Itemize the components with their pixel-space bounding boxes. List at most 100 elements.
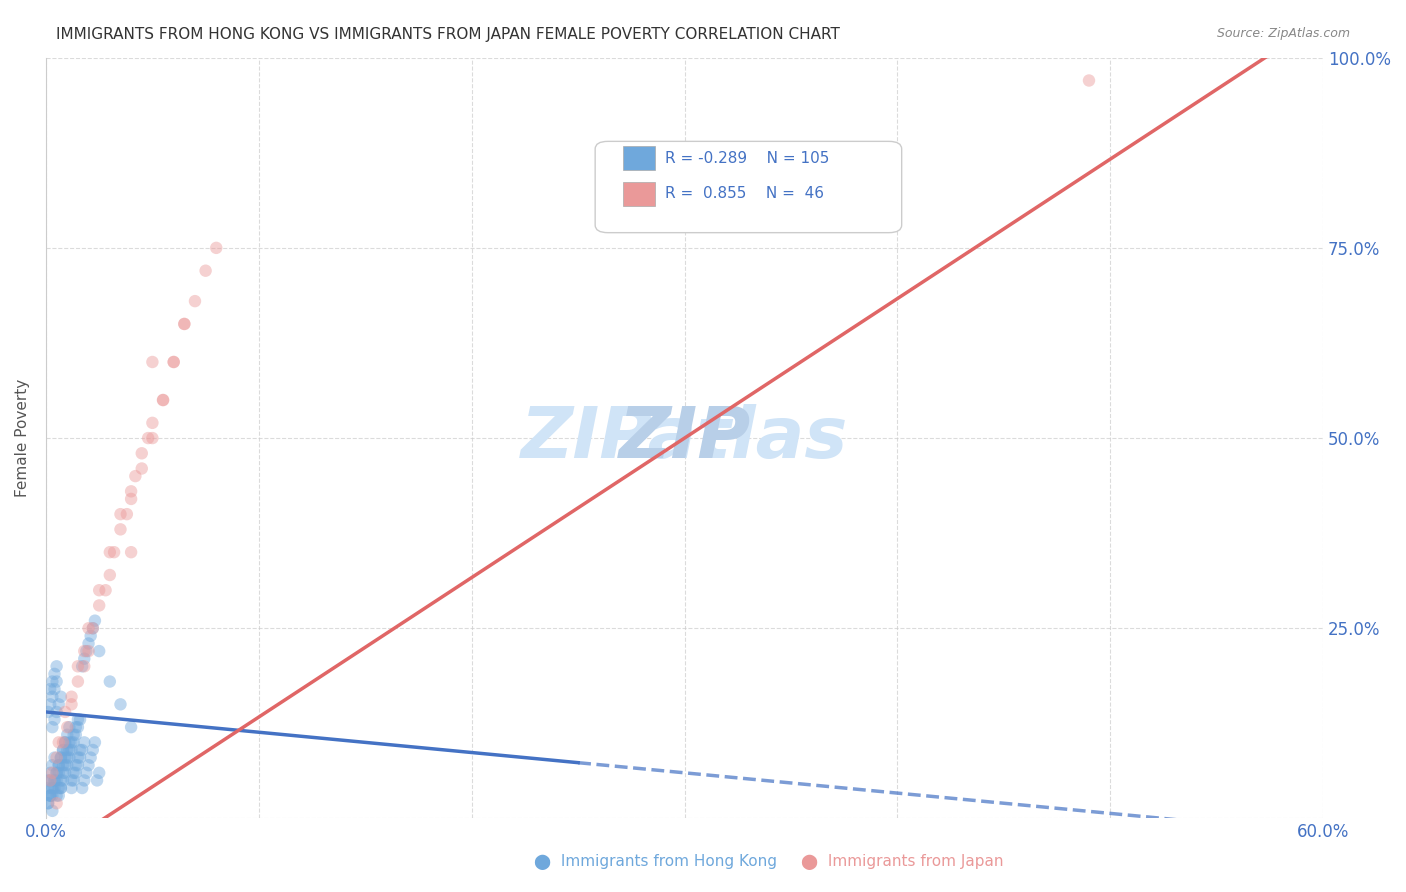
Point xyxy=(163,355,186,369)
Point xyxy=(39,773,62,788)
Point xyxy=(45,765,67,780)
Point xyxy=(65,720,87,734)
Point xyxy=(56,750,79,764)
FancyBboxPatch shape xyxy=(623,146,655,170)
Point xyxy=(69,743,91,757)
Point xyxy=(44,780,66,795)
Point xyxy=(45,750,67,764)
Point xyxy=(70,780,93,795)
Point xyxy=(89,599,111,613)
Point xyxy=(62,728,84,742)
Point xyxy=(52,758,75,772)
Point xyxy=(58,750,80,764)
Point xyxy=(48,758,70,772)
Point xyxy=(173,317,195,331)
Point xyxy=(52,743,75,757)
Point xyxy=(45,705,67,719)
Point xyxy=(84,614,107,628)
Point xyxy=(56,720,79,734)
Point xyxy=(41,780,63,795)
Point xyxy=(60,735,83,749)
Point xyxy=(79,629,101,643)
Point xyxy=(66,713,89,727)
Point xyxy=(103,545,125,559)
Point xyxy=(60,698,83,712)
Point xyxy=(84,735,107,749)
Point xyxy=(37,780,59,795)
Text: ZIP: ZIP xyxy=(619,403,751,473)
Point xyxy=(110,507,132,521)
Point xyxy=(77,758,100,772)
Point xyxy=(45,789,67,803)
Point xyxy=(110,522,132,536)
Text: ZIPatlas: ZIPatlas xyxy=(520,403,848,473)
Point xyxy=(49,773,72,788)
Point xyxy=(39,789,62,803)
Point xyxy=(184,294,207,309)
Point xyxy=(66,674,89,689)
Point xyxy=(194,263,217,277)
Point xyxy=(48,735,70,749)
Y-axis label: Female Poverty: Female Poverty xyxy=(15,379,30,497)
Point xyxy=(60,773,83,788)
Point xyxy=(45,765,67,780)
Point xyxy=(39,682,62,697)
FancyBboxPatch shape xyxy=(595,141,901,233)
Point xyxy=(58,720,80,734)
Point xyxy=(82,621,104,635)
Point xyxy=(73,651,96,665)
Point xyxy=(52,743,75,757)
Point xyxy=(75,765,97,780)
Point xyxy=(53,735,76,749)
Point xyxy=(60,690,83,704)
Point xyxy=(53,750,76,764)
Point xyxy=(120,484,142,499)
Text: IMMIGRANTS FROM HONG KONG VS IMMIGRANTS FROM JAPAN FEMALE POVERTY CORRELATION CH: IMMIGRANTS FROM HONG KONG VS IMMIGRANTS … xyxy=(56,27,841,42)
Point xyxy=(94,583,117,598)
Point xyxy=(77,621,100,635)
Point xyxy=(73,659,96,673)
Point xyxy=(45,773,67,788)
Point xyxy=(41,804,63,818)
Point xyxy=(41,780,63,795)
Point xyxy=(86,773,108,788)
Point xyxy=(44,750,66,764)
Point xyxy=(48,789,70,803)
Point xyxy=(37,773,59,788)
Point xyxy=(48,780,70,795)
Point xyxy=(66,720,89,734)
Point xyxy=(53,765,76,780)
Point xyxy=(39,773,62,788)
Point xyxy=(120,720,142,734)
Point xyxy=(58,735,80,749)
Point xyxy=(44,773,66,788)
Point xyxy=(56,758,79,772)
Point xyxy=(62,765,84,780)
Point xyxy=(49,750,72,764)
Point xyxy=(56,728,79,742)
Point xyxy=(44,713,66,727)
Text: ⬤  Immigrants from Hong Kong: ⬤ Immigrants from Hong Kong xyxy=(534,854,778,870)
Point xyxy=(65,728,87,742)
Point xyxy=(39,698,62,712)
Point xyxy=(56,743,79,757)
Point xyxy=(37,796,59,810)
Point xyxy=(41,765,63,780)
Point xyxy=(39,789,62,803)
Point xyxy=(69,713,91,727)
Point xyxy=(65,765,87,780)
Point xyxy=(141,431,163,445)
Point xyxy=(82,621,104,635)
Point xyxy=(44,667,66,681)
FancyBboxPatch shape xyxy=(623,182,655,206)
Point xyxy=(120,545,142,559)
Point xyxy=(66,758,89,772)
Point xyxy=(141,416,163,430)
Point xyxy=(70,743,93,757)
Point xyxy=(52,773,75,788)
Point xyxy=(45,796,67,810)
Point xyxy=(49,780,72,795)
Point xyxy=(48,758,70,772)
Point xyxy=(41,674,63,689)
Point xyxy=(62,735,84,749)
